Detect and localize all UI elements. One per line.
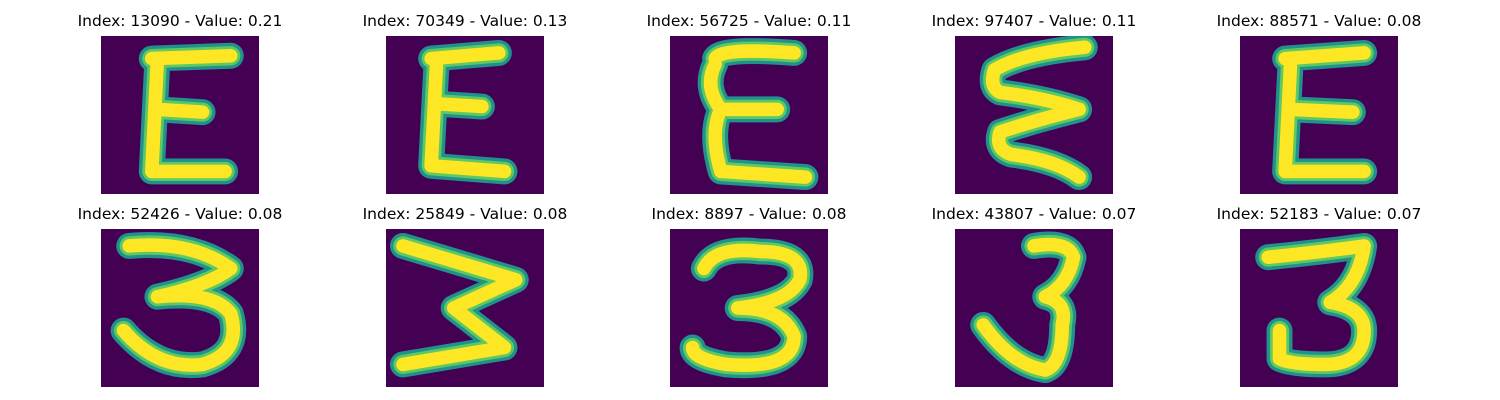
digit-image xyxy=(101,36,259,194)
panel-6: Index: 52426 - Value: 0.08 xyxy=(55,205,305,397)
panel-4: Index: 97407 - Value: 0.11 xyxy=(909,12,1159,204)
digit-3-glyph xyxy=(679,237,814,379)
digit-image xyxy=(670,229,828,387)
digit-e-glyph xyxy=(697,38,819,191)
digit-3-glyph xyxy=(970,231,1087,384)
digit-image xyxy=(1240,36,1398,194)
digit-e-glyph xyxy=(418,39,518,185)
digit-image xyxy=(955,229,1113,387)
digit-image xyxy=(955,36,1113,194)
panel-title: Index: 88571 - Value: 0.08 xyxy=(1216,12,1422,30)
panel-3: Index: 56725 - Value: 0.11 xyxy=(624,12,874,204)
panel-8: Index: 8897 - Value: 0.08 xyxy=(624,205,874,397)
panel-2: Index: 70349 - Value: 0.13 xyxy=(340,12,590,204)
panel-5: Index: 88571 - Value: 0.08 xyxy=(1194,12,1444,204)
digit-e-glyph xyxy=(979,36,1098,191)
panel-10: Index: 52183 - Value: 0.07 xyxy=(1194,205,1444,397)
digit-3-glyph xyxy=(110,232,247,379)
panel-1: Index: 13090 - Value: 0.21 xyxy=(55,12,305,204)
panel-title: Index: 25849 - Value: 0.08 xyxy=(362,205,568,223)
digit-image xyxy=(386,229,544,387)
digit-3-glyph xyxy=(1255,232,1378,378)
panel-9: Index: 43807 - Value: 0.07 xyxy=(909,205,1159,397)
panel-title: Index: 97407 - Value: 0.11 xyxy=(931,12,1137,30)
panel-title: Index: 13090 - Value: 0.21 xyxy=(77,12,283,30)
panel-title: Index: 52183 - Value: 0.07 xyxy=(1216,205,1422,223)
panel-title: Index: 43807 - Value: 0.07 xyxy=(931,205,1137,223)
digit-image xyxy=(1240,229,1398,387)
digit-e-glyph xyxy=(1272,39,1378,185)
panel-title: Index: 52426 - Value: 0.08 xyxy=(77,205,283,223)
panel-title: Index: 70349 - Value: 0.13 xyxy=(362,12,568,30)
panel-7: Index: 25849 - Value: 0.08 xyxy=(340,205,590,397)
digit-3-glyph xyxy=(389,232,529,378)
digit-image xyxy=(101,229,259,387)
panel-title: Index: 56725 - Value: 0.11 xyxy=(646,12,852,30)
digit-image xyxy=(386,36,544,194)
digit-image xyxy=(670,36,828,194)
panel-title: Index: 8897 - Value: 0.08 xyxy=(651,205,847,223)
digit-e-glyph xyxy=(138,42,244,185)
